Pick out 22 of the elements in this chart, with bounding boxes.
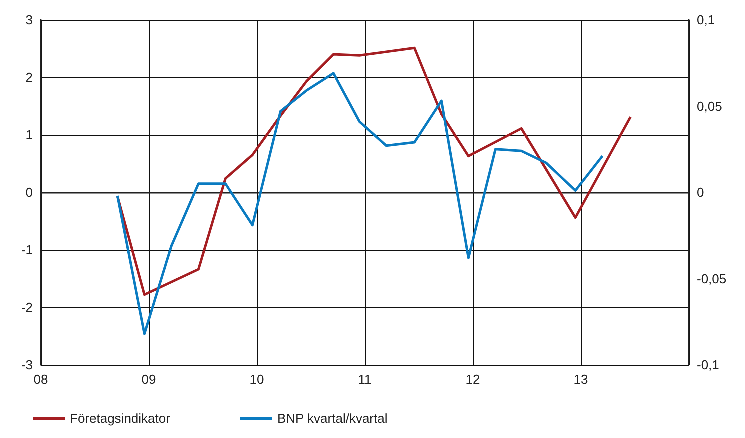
line-series xyxy=(116,46,632,296)
legend-label: Företagsindikator xyxy=(70,411,172,426)
x-tick-label: 09 xyxy=(142,372,156,387)
x-tick-label: 12 xyxy=(466,372,480,387)
legend-label: BNP kvartal/kvartal xyxy=(277,411,388,426)
y2-tick-label: -0,1 xyxy=(697,358,720,372)
y2-tick-label: 0 xyxy=(697,185,704,200)
y-tick-label: -1 xyxy=(21,242,33,258)
x-tick-label: 13 xyxy=(574,372,588,387)
y2-tick-label: -0,05 xyxy=(697,271,727,286)
y-tick-label: 2 xyxy=(26,70,33,85)
line-series xyxy=(116,72,604,336)
y-tick-label: 1 xyxy=(26,128,33,142)
y-tick-label: -2 xyxy=(21,300,33,315)
y-tick-label: 3 xyxy=(26,12,33,28)
y-tick-label: 0 xyxy=(26,185,33,200)
y2-tick-label: 0,1 xyxy=(697,12,716,28)
y-tick-label: -3 xyxy=(21,358,33,372)
y2-tick-label: 0,05 xyxy=(697,98,722,114)
x-tick-label: 11 xyxy=(358,372,372,387)
x-tick-label: 10 xyxy=(250,372,264,387)
x-tick-label: 08 xyxy=(34,372,48,387)
